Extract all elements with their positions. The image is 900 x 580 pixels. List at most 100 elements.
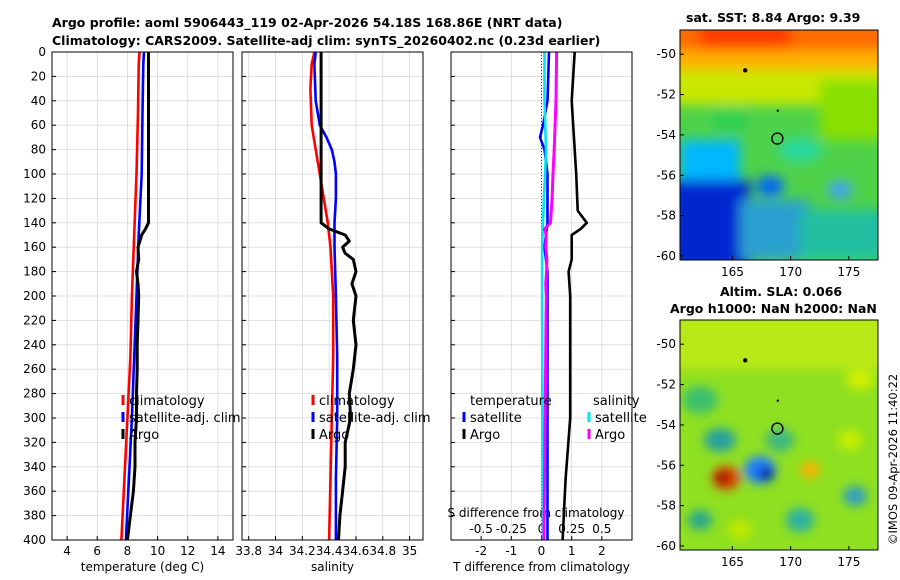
salinity-xtick-label: 34.2 xyxy=(289,544,316,558)
temperature-ytick-label: 260 xyxy=(23,362,46,376)
salinity-xtick-label: 35 xyxy=(402,544,417,558)
salinity-xtick-label: 33.8 xyxy=(235,544,262,558)
sla-map-ytick-label: -60 xyxy=(656,539,676,553)
sst-map-ytick-label: -60 xyxy=(656,249,676,263)
temperature-ytick-label: 60 xyxy=(31,118,46,132)
difference-panel: -2 -1 0 1 2 T difference from climatology S di… xyxy=(448,51,647,574)
temperature-xtick-label: 6 xyxy=(93,544,101,558)
temperature-ytick-label: 140 xyxy=(23,216,46,230)
temperature-ytick-label: 20 xyxy=(31,69,46,83)
difference-top-tick-label: -0.5 xyxy=(469,522,492,536)
difference-legend-temperature-title: temperature xyxy=(470,394,552,409)
sla-map-ytick-label: -52 xyxy=(656,378,676,392)
difference-top-tick-label: 0.5 xyxy=(592,522,611,536)
difference-xtick-label: -1 xyxy=(505,544,517,558)
sla-map xyxy=(679,319,879,551)
sst-map-ytick-label: -58 xyxy=(656,209,676,223)
temperature-ytick-label: 300 xyxy=(23,411,46,425)
temperature-xlabel: temperature (deg C) xyxy=(81,560,204,574)
difference-top-tick-label: 0.25 xyxy=(558,522,585,536)
difference-series-salinity-satellite xyxy=(540,52,548,541)
sst-map-ytick-label: -54 xyxy=(656,128,676,142)
salinity-xtick-label: 34.4 xyxy=(316,544,343,558)
sst-map-xtick-label: 170 xyxy=(779,265,802,279)
difference-frame xyxy=(450,51,633,541)
sla-map-track-point xyxy=(743,358,748,363)
sst-map-track-point xyxy=(776,109,780,112)
difference-xtick-label: 2 xyxy=(598,544,606,558)
difference-top-xlabel: S difference from climatology xyxy=(448,506,625,520)
difference-legend-label: satellite xyxy=(595,411,647,426)
sst-map xyxy=(679,29,879,261)
temperature-ytick-label: 0 xyxy=(38,45,46,59)
sst-map-xtick-label: 165 xyxy=(721,265,744,279)
figure-title-line1: Argo profile: aoml 5906443_119 02-Apr-20… xyxy=(52,15,563,30)
difference-xtick-label: -2 xyxy=(475,544,487,558)
temperature-xtick-label: 14 xyxy=(210,544,225,558)
sst-map-axes: 165 170 175 -50 -52 -54 -56 -58 -60 xyxy=(656,47,860,279)
sla-map-ytick-label: -56 xyxy=(656,458,676,472)
difference-legend-label: Argo xyxy=(595,428,625,443)
temperature-series-argo xyxy=(125,52,150,541)
salinity-legend-label: satellite-adj. clim xyxy=(319,411,431,426)
temperature-series-climatology xyxy=(120,51,141,541)
temperature-ytick-label: 200 xyxy=(23,289,46,303)
temperature-ytick-label: 240 xyxy=(23,338,46,352)
temperature-ytick-label: 400 xyxy=(23,533,46,547)
temperature-frame xyxy=(51,51,234,541)
difference-series-temperature-argo xyxy=(561,51,589,541)
difference-top-tick-label: 0 xyxy=(538,522,546,536)
difference-series-salinity-argo xyxy=(542,51,559,541)
sla-map-track-point xyxy=(776,399,780,402)
temperature-panel: 4 6 8 10 12 140204060801001201401601802002202… xyxy=(23,45,241,574)
sla-map-xtick-label: 170 xyxy=(779,555,802,569)
temperature-ytick-label: 340 xyxy=(23,460,46,474)
temperature-ytick-label: 360 xyxy=(23,484,46,498)
temperature-ytick-label: 320 xyxy=(23,435,46,449)
sla-map-xtick-label: 165 xyxy=(721,555,744,569)
temperature-ytick-label: 80 xyxy=(31,143,46,157)
salinity-frame xyxy=(241,51,424,541)
salinity-legend-label: climatology xyxy=(319,394,395,409)
difference-legend-salinity-title: salinity xyxy=(593,394,640,409)
salinity-xtick-label: 34.6 xyxy=(343,544,370,558)
sst-map-ytick-label: -52 xyxy=(656,88,676,102)
difference-top-tick-label: -0.25 xyxy=(496,522,527,536)
sst-map-track-point xyxy=(743,68,748,73)
difference-xtick-label: 0 xyxy=(538,544,546,558)
temperature-legend-label: satellite-adj. clim xyxy=(129,411,241,426)
difference-xlabel: T difference from climatology xyxy=(452,560,630,574)
temperature-ytick-label: 280 xyxy=(23,387,46,401)
salinity-series-climatology xyxy=(309,51,335,541)
salinity-series-satellite-adj-clim xyxy=(313,51,339,540)
temperature-ytick-label: 120 xyxy=(23,191,46,205)
sla-map-title: Altim. SLA: 0.066 xyxy=(720,284,843,299)
sst-map-ytick-label: -56 xyxy=(656,168,676,182)
temperature-xtick-label: 8 xyxy=(124,544,132,558)
temperature-legend-label: climatology xyxy=(129,394,205,409)
sst-map-argo-position-marker xyxy=(771,132,784,145)
temperature-xtick-label: 4 xyxy=(63,544,71,558)
figure-title-line2: Climatology: CARS2009. Satellite-adj cli… xyxy=(52,33,601,48)
salinity-xtick-label: 34 xyxy=(268,544,283,558)
temperature-ytick-label: 220 xyxy=(23,313,46,327)
sst-map-title: sat. SST: 8.84 Argo: 9.39 xyxy=(686,10,861,25)
temperature-ytick-label: 380 xyxy=(23,509,46,523)
difference-legend-label: Argo xyxy=(470,428,500,443)
difference-legend-label: satellite xyxy=(470,411,522,426)
temperature-xtick-label: 12 xyxy=(180,544,195,558)
salinity-legend-label: Argo xyxy=(319,428,349,443)
temperature-ytick-label: 180 xyxy=(23,265,46,279)
temperature-ytick-label: 40 xyxy=(31,94,46,108)
sla-map-ytick-label: -58 xyxy=(656,499,676,513)
salinity-xtick-label: 34.8 xyxy=(369,544,396,558)
temperature-ytick-label: 160 xyxy=(23,240,46,254)
sla-map-subtitle: Argo h1000: NaN h2000: NaN xyxy=(670,301,877,316)
difference-xtick-label: 1 xyxy=(568,544,576,558)
sla-map-axes: 165 170 175 -50 -52 -54 -56 -58 -60 xyxy=(656,337,860,569)
salinity-series-argo xyxy=(319,52,358,541)
salinity-xlabel: salinity xyxy=(311,560,354,574)
sst-map-ytick-label: -50 xyxy=(656,47,676,61)
sla-map-argo-position-marker xyxy=(771,422,784,435)
